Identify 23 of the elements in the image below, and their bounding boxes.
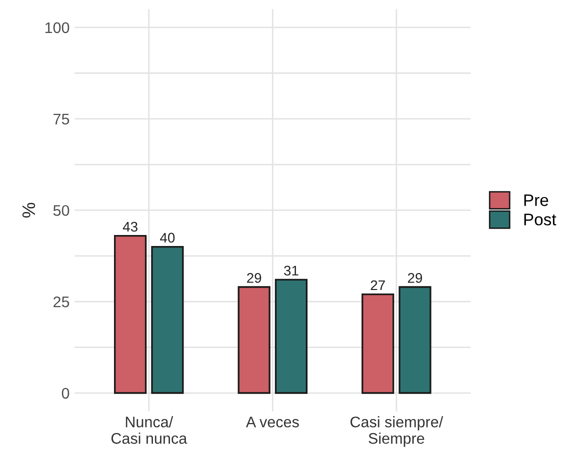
y-tick-label: 25 — [54, 296, 70, 308]
y-tick-label: 50 — [53, 205, 70, 216]
bar — [362, 293, 394, 394]
x-tick-label: Nunca/ Casi nunca — [111, 416, 188, 444]
bar — [151, 246, 184, 394]
data-label: 31 — [284, 266, 298, 276]
data-label: 43 — [122, 222, 138, 232]
x-tick-label: Casi siempre/ Siempre — [350, 416, 444, 447]
bar — [114, 234, 147, 394]
legend-label: Pre — [524, 194, 548, 206]
y-tick-label: 100 — [45, 22, 70, 34]
bar — [274, 278, 308, 394]
bar — [238, 286, 270, 394]
y-tick-label: 75 — [54, 114, 70, 125]
y-tick-label: 0 — [62, 388, 70, 399]
bar — [398, 286, 432, 394]
data-label: 29 — [247, 273, 262, 283]
legend-label: Post — [524, 214, 556, 226]
x-tick-label: A veces — [246, 416, 299, 428]
data-label: 40 — [160, 232, 175, 243]
data-label: 29 — [408, 273, 422, 283]
y-axis-title: % — [22, 202, 36, 218]
data-label: 27 — [370, 280, 385, 290]
